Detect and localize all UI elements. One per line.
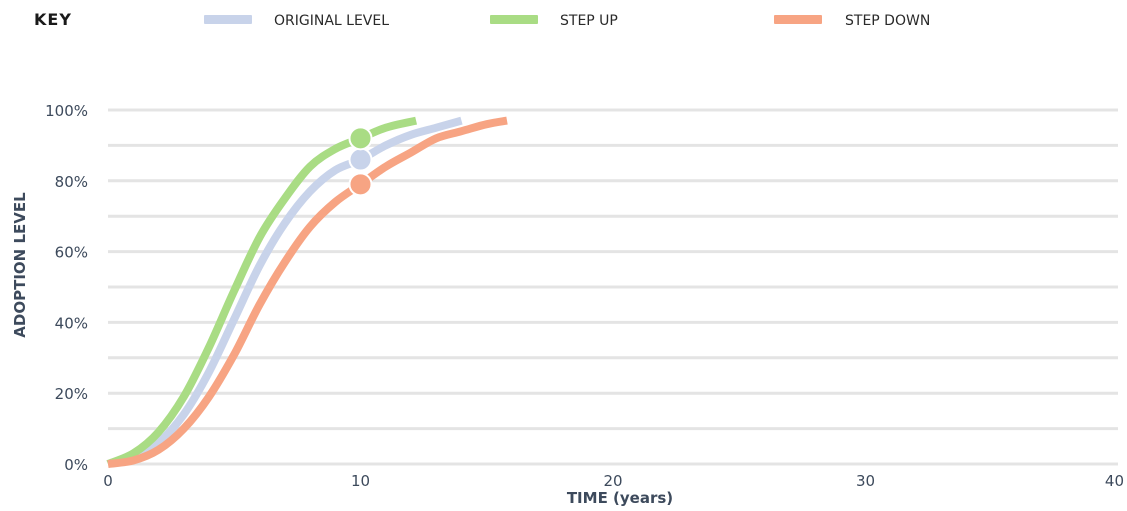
x-axis-title: TIME (years) xyxy=(567,489,673,507)
legend-label-original: ORIGINAL LEVEL xyxy=(274,13,389,29)
legend-title: KEY xyxy=(34,10,72,29)
x-tick-label: 10 xyxy=(351,472,370,490)
x-tick-label: 30 xyxy=(856,472,875,490)
legend-label-step-down: STEP DOWN xyxy=(845,13,930,29)
x-tick-label: 0 xyxy=(103,472,113,490)
y-axis-title: ADOPTION LEVEL xyxy=(11,192,29,338)
x-tick-label: 20 xyxy=(603,472,622,490)
x-axis-ticks: 0 10 20 30 40 xyxy=(103,472,1124,490)
series-line-original xyxy=(106,116,463,468)
legend-swatch-step-up xyxy=(490,15,538,24)
markers-group xyxy=(348,126,373,197)
x-tick-label: 40 xyxy=(1105,472,1124,490)
legend-label-step-up: STEP UP xyxy=(560,13,618,29)
marker-step-down xyxy=(348,172,373,197)
y-tick-label: 80% xyxy=(55,173,88,191)
marker-step-up xyxy=(348,126,373,151)
y-tick-label: 0% xyxy=(64,456,88,474)
series-group xyxy=(106,116,508,468)
y-tick-label: 100% xyxy=(45,102,88,120)
marker-original xyxy=(348,147,373,172)
legend-swatch-step-down xyxy=(774,15,822,24)
y-tick-label: 20% xyxy=(55,385,88,403)
legend-swatch-original xyxy=(204,15,252,24)
y-tick-label: 40% xyxy=(55,314,88,332)
y-tick-label: 60% xyxy=(55,244,88,262)
grid xyxy=(108,108,1118,466)
y-axis-ticks: 0% 20% 40% 60% 80% 100% xyxy=(45,102,88,474)
series-line-step-down xyxy=(107,116,508,468)
legend: KEY ORIGINAL LEVEL STEP UP STEP DOWN xyxy=(34,10,930,29)
